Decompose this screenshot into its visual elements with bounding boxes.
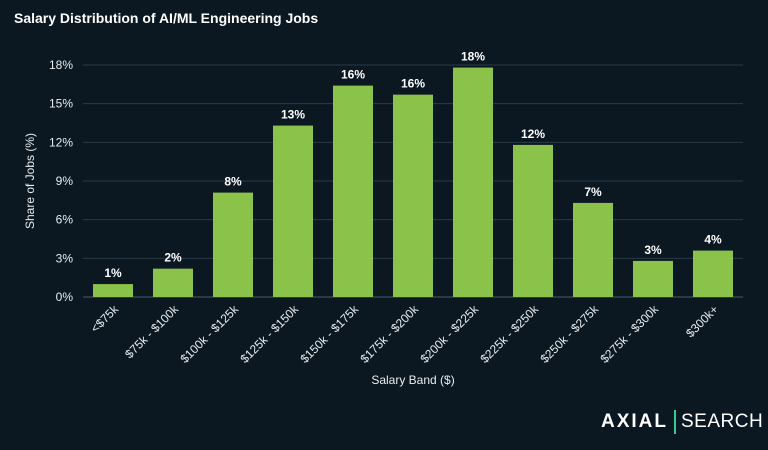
data-label: 16% xyxy=(401,77,425,91)
y-tick-label: 6% xyxy=(56,213,74,227)
bar xyxy=(93,284,133,297)
y-tick-label: 3% xyxy=(56,251,74,265)
data-label: 8% xyxy=(224,175,242,189)
x-tick-label: $225k - $250k xyxy=(477,302,541,366)
x-axis-label: Salary Band ($) xyxy=(371,373,454,387)
axial-search-logo: AXIAL SEARCH xyxy=(601,410,763,434)
x-tick-label: $175k - $200k xyxy=(357,302,421,366)
data-label: 3% xyxy=(644,243,662,257)
bar xyxy=(273,125,313,297)
bar xyxy=(453,67,493,297)
x-tick-label: <$75k xyxy=(88,302,122,336)
y-tick-label: 18% xyxy=(49,58,73,72)
x-tick-label: $250k - $275k xyxy=(537,302,601,366)
bar xyxy=(153,268,193,297)
data-label: 7% xyxy=(584,185,602,199)
bar xyxy=(513,144,553,297)
chart-title: Salary Distribution of AI/ML Engineering… xyxy=(14,10,319,26)
y-axis-label: Share of Jobs (%) xyxy=(23,133,37,229)
y-tick-label: 0% xyxy=(56,290,74,304)
data-label: 12% xyxy=(521,127,545,141)
x-tick-label: $200k - $225k xyxy=(417,302,481,366)
y-tick-label: 9% xyxy=(56,174,74,188)
data-label: 4% xyxy=(704,233,722,247)
x-tick-label: $300k+ xyxy=(683,302,721,340)
bar xyxy=(333,85,373,297)
x-tick-label: $150k - $175k xyxy=(297,302,361,366)
logo-divider xyxy=(674,410,676,434)
x-tick-label: $100k - $125k xyxy=(177,302,241,366)
x-tick-label: $125k - $150k xyxy=(237,302,301,366)
logo-product: SEARCH xyxy=(681,411,764,432)
bar xyxy=(213,192,253,297)
data-label: 18% xyxy=(461,50,485,64)
y-tick-label: 12% xyxy=(49,135,73,149)
bar xyxy=(393,94,433,298)
data-label: 13% xyxy=(281,108,305,122)
x-tick-label: $75k - $100k xyxy=(122,302,182,362)
data-label: 2% xyxy=(164,251,182,265)
x-tick-label: $275k - $300k xyxy=(597,302,661,366)
y-tick-label: 15% xyxy=(49,97,73,111)
data-label: 16% xyxy=(341,68,365,82)
logo-brand: AXIAL xyxy=(601,411,668,432)
bar xyxy=(693,250,733,297)
bar xyxy=(573,202,613,297)
data-label: 1% xyxy=(104,266,122,280)
bar xyxy=(633,260,673,297)
